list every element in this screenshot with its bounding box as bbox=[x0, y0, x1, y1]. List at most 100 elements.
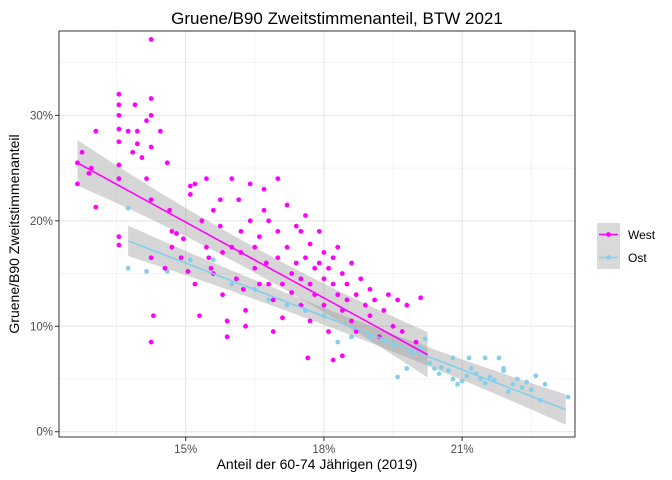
data-point-west bbox=[399, 329, 405, 334]
data-point-west bbox=[247, 181, 253, 187]
data-point-ost bbox=[409, 350, 414, 356]
data-point-ost bbox=[496, 355, 502, 361]
data-point-west bbox=[321, 250, 327, 255]
data-point-west bbox=[148, 37, 154, 42]
y-axis-ticks: 0% 10% 20% 30% bbox=[30, 110, 59, 439]
data-point-west bbox=[204, 244, 209, 250]
data-point-ost bbox=[432, 366, 437, 371]
data-point-west bbox=[197, 313, 202, 319]
data-point-west bbox=[93, 128, 99, 134]
data-point-ost bbox=[450, 376, 456, 382]
data-point-ost bbox=[404, 366, 410, 371]
data-point-west bbox=[217, 223, 223, 229]
data-point-ost bbox=[464, 373, 470, 379]
data-point-west bbox=[257, 234, 262, 240]
data-point-ost bbox=[210, 257, 216, 263]
data-point-west bbox=[125, 128, 131, 134]
data-point-west bbox=[339, 271, 345, 276]
data-point-west bbox=[148, 255, 154, 261]
data-point-ost bbox=[533, 373, 539, 379]
data-point-west bbox=[75, 181, 80, 187]
data-point-west bbox=[413, 339, 419, 345]
data-point-ost bbox=[482, 355, 488, 361]
data-point-west bbox=[344, 297, 350, 303]
data-point-west bbox=[335, 292, 341, 298]
data-point-west bbox=[372, 297, 377, 303]
data-point-west bbox=[180, 236, 186, 242]
data-point-west bbox=[330, 357, 336, 363]
data-point-west bbox=[178, 255, 184, 261]
data-point-ost bbox=[466, 355, 472, 361]
data-point-west bbox=[224, 334, 230, 340]
data-point-west bbox=[293, 260, 299, 266]
data-point-west bbox=[263, 260, 269, 266]
data-point-ost bbox=[266, 297, 272, 303]
data-point-west bbox=[116, 176, 122, 182]
data-point-west bbox=[303, 213, 308, 218]
data-point-west bbox=[266, 281, 272, 287]
data-point-ost bbox=[459, 378, 465, 384]
data-point-west bbox=[335, 244, 341, 250]
data-point-west bbox=[204, 176, 209, 182]
data-point-ost bbox=[125, 265, 131, 271]
data-point-west bbox=[261, 186, 267, 192]
data-point-ost bbox=[284, 302, 290, 308]
x-axis-ticks: 15% 18% 21% bbox=[174, 437, 474, 456]
data-point-west bbox=[418, 295, 424, 301]
data-point-west bbox=[148, 339, 154, 345]
data-point-west bbox=[224, 318, 230, 324]
data-point-west bbox=[395, 297, 401, 303]
data-point-west bbox=[303, 255, 308, 261]
data-point-west bbox=[252, 265, 258, 271]
legend: West Ost bbox=[597, 223, 656, 269]
legend-point-ost bbox=[606, 255, 611, 260]
data-point-west bbox=[326, 329, 331, 334]
data-point-west bbox=[404, 302, 410, 308]
data-point-west bbox=[289, 271, 295, 276]
data-point-west bbox=[132, 102, 138, 108]
data-point-west bbox=[316, 228, 322, 234]
data-point-west bbox=[367, 313, 373, 319]
data-point-west bbox=[134, 128, 140, 134]
x-tick-label: 15% bbox=[174, 444, 197, 456]
data-point-ost bbox=[482, 380, 488, 386]
data-point-west bbox=[187, 183, 193, 189]
data-point-west bbox=[316, 260, 322, 266]
data-point-west bbox=[280, 281, 285, 287]
data-point-west bbox=[305, 355, 311, 361]
data-point-west bbox=[367, 286, 373, 292]
data-point-west bbox=[243, 323, 248, 329]
data-point-west bbox=[206, 255, 212, 261]
data-point-west bbox=[298, 276, 304, 282]
data-point-west bbox=[236, 197, 242, 203]
data-point-west bbox=[220, 250, 225, 255]
data-point-west bbox=[344, 281, 350, 287]
data-point-west bbox=[116, 234, 122, 240]
data-point-ost bbox=[510, 381, 516, 387]
data-point-west bbox=[353, 292, 359, 298]
data-point-west bbox=[174, 231, 179, 236]
data-point-west bbox=[243, 308, 248, 313]
data-point-west bbox=[321, 302, 327, 308]
data-point-west bbox=[270, 297, 276, 303]
data-point-ost bbox=[427, 360, 433, 366]
data-point-west bbox=[130, 149, 136, 155]
data-points bbox=[75, 37, 571, 403]
data-point-west bbox=[144, 118, 149, 124]
data-point-west bbox=[240, 286, 246, 292]
data-point-west bbox=[330, 255, 336, 261]
data-point-west bbox=[312, 265, 318, 271]
data-point-west bbox=[238, 228, 244, 234]
data-point-ost bbox=[422, 336, 428, 342]
data-point-west bbox=[326, 265, 331, 271]
data-point-west bbox=[275, 228, 281, 234]
data-point-west bbox=[164, 160, 170, 166]
data-point-ost bbox=[144, 269, 149, 274]
data-point-west bbox=[217, 197, 223, 203]
data-point-west bbox=[293, 223, 299, 229]
data-point-west bbox=[330, 281, 336, 287]
data-point-west bbox=[116, 126, 122, 132]
data-point-ost bbox=[524, 379, 530, 385]
data-point-west bbox=[192, 181, 198, 187]
